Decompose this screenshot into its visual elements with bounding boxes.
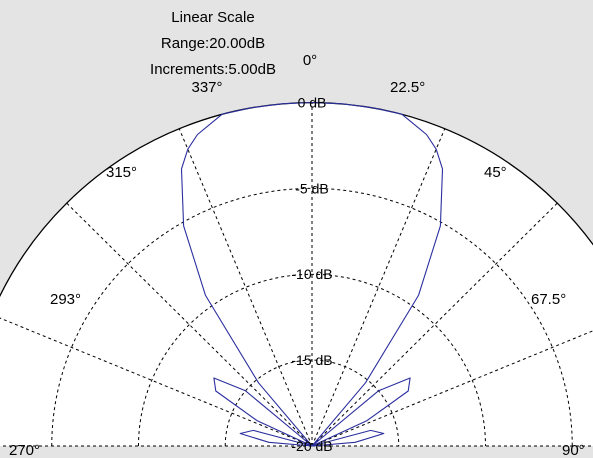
angle-label: 293° — [50, 291, 81, 308]
scale-info-line-1: Linear Scale — [171, 9, 255, 26]
grid-ring — [51, 187, 573, 447]
angle-label: 67.5° — [531, 291, 566, 308]
grid-spoke — [0, 317, 313, 447]
angle-label: 45° — [484, 164, 507, 181]
radial-label: -15 dB — [291, 352, 332, 368]
scale-info-line-2: Range:20.00dB — [160, 35, 266, 52]
angle-label: 22.5° — [390, 79, 425, 96]
angle-label: 337° — [191, 79, 222, 96]
angle-label: 0° — [303, 52, 317, 69]
radial-label: -10 dB — [291, 266, 332, 282]
radial-label: 0 dB — [298, 94, 327, 110]
grid-spoke — [311, 330, 593, 447]
plot-area — [0, 102, 593, 446]
grid-ring — [224, 359, 400, 447]
pattern-trace — [180, 101, 444, 447]
angle-label: 315° — [106, 164, 137, 181]
radial-label: -5 dB — [295, 180, 328, 196]
angle-label: 270° — [9, 442, 40, 458]
radial-label: -20 dB — [291, 438, 332, 454]
angle-label: 90° — [562, 442, 585, 458]
scale-info-line-3: Increments:5.00dB — [150, 61, 276, 78]
grid-ring — [138, 273, 486, 447]
